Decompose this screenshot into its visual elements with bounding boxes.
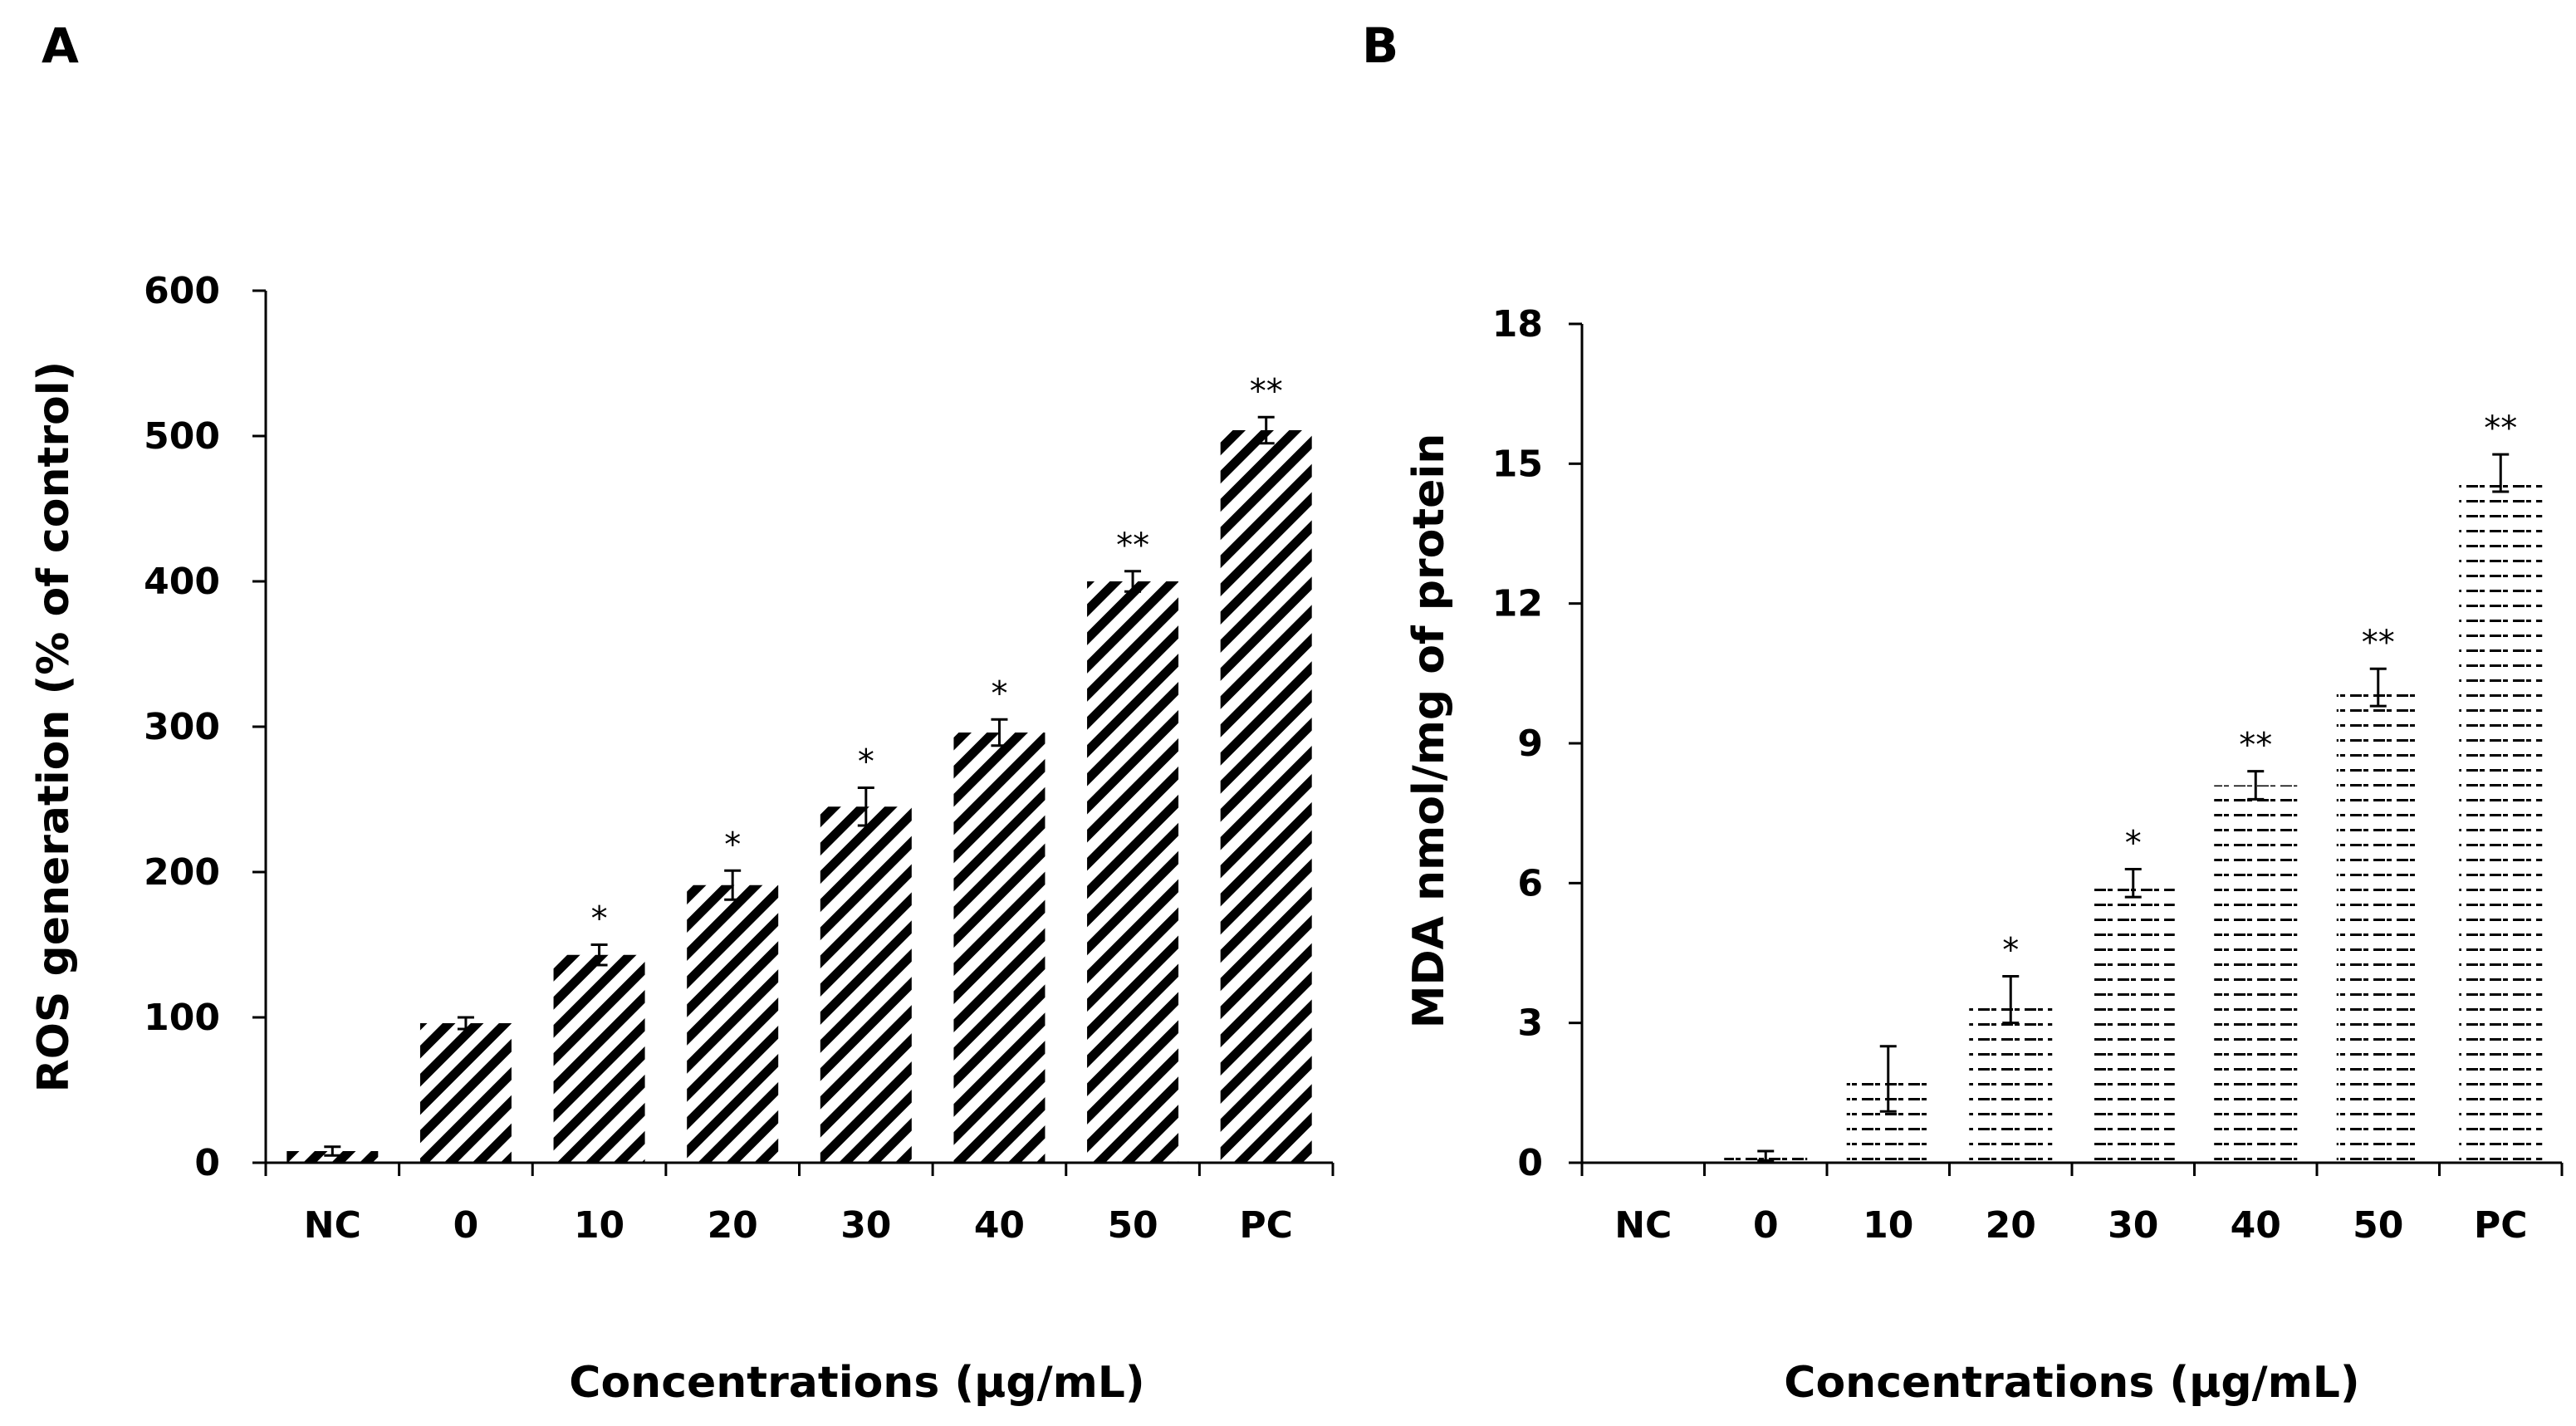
x-tick-label-b: 10 (1863, 1204, 1913, 1247)
panel-label-a: A (42, 17, 79, 74)
bar-a (286, 1151, 379, 1163)
y-tick-label-a: 400 (144, 561, 220, 603)
x-tick-label-a: 10 (574, 1204, 624, 1247)
bar-a (820, 806, 912, 1163)
x-tick-label-a: 30 (840, 1204, 891, 1247)
x-tick-label-a: NC (304, 1204, 361, 1247)
significance-label-b: ** (2484, 409, 2517, 448)
bar-a (1087, 581, 1179, 1163)
bar-a (687, 885, 779, 1163)
bar-a (553, 954, 645, 1163)
y-tick-label-a: 500 (144, 415, 220, 458)
x-tick-label-a: 50 (1107, 1204, 1158, 1247)
y-tick-label-a: 0 (194, 1142, 220, 1184)
x-tick-label-b: NC (1614, 1204, 1672, 1247)
y-axis-title-b: MDA nmol/mg of protein (1404, 434, 1454, 1029)
y-tick-label-b: 0 (1517, 1142, 1543, 1184)
x-axis-title-b: Concentrations (μg/mL) (1784, 1358, 2359, 1408)
y-tick-label-b: 15 (1492, 443, 1543, 485)
bar-a (419, 1023, 512, 1163)
bar-a (1220, 430, 1312, 1163)
significance-label-b: * (2125, 825, 2142, 863)
x-tick-label-b: PC (2474, 1204, 2528, 1247)
y-tick-label-b: 9 (1517, 723, 1543, 765)
significance-label-b: * (2002, 932, 2019, 970)
bar-b (2336, 687, 2420, 1163)
y-tick-label-a: 200 (144, 851, 220, 894)
significance-label-b: ** (2362, 624, 2395, 662)
x-tick-label-a: PC (1239, 1204, 1293, 1247)
bar-b (2459, 473, 2543, 1163)
y-tick-label-a: 600 (144, 270, 220, 312)
bar-a (953, 733, 1046, 1163)
x-tick-label-b: 20 (1986, 1204, 2036, 1247)
significance-label-a: ** (1116, 527, 1149, 565)
significance-label-a: ** (1250, 372, 1283, 410)
plot-b-marks: 0 3 6 9 12 15 18 NC 0 10 * 20 * 30 ** 40 ** 50 ** PC (1492, 303, 2564, 1247)
x-axis-title-a: Concentrations (μg/mL) (569, 1358, 1144, 1408)
bar-b (2214, 785, 2298, 1163)
bar-b (1969, 999, 2053, 1163)
significance-label-a: * (991, 674, 1007, 713)
x-tick-label-b: 50 (2353, 1204, 2403, 1247)
y-tick-label-a: 300 (144, 706, 220, 748)
chart-panel-a: A 0 100 200 300 400 500 600 NC 0 * 10 * 20 * 30 * 40 ** 50… (29, 17, 1335, 1408)
x-tick-label-b: 30 (2108, 1204, 2158, 1247)
plot-a-marks: 0 100 200 300 400 500 600 NC 0 * 10 * 20 * 30 * 40 ** 50 **… (144, 270, 1335, 1247)
significance-label-a: * (724, 826, 741, 864)
x-tick-label-b: 0 (1753, 1204, 1779, 1247)
chart-panel-b: B 0 3 6 9 12 15 18 NC 0 10 * 20 * 30 ** 40 ** 50 ** PC MDA … (1362, 17, 2564, 1408)
significance-label-b: ** (2239, 727, 2272, 765)
y-tick-label-b: 12 (1492, 583, 1543, 625)
y-tick-label-b: 18 (1492, 303, 1543, 345)
y-tick-label-b: 6 (1517, 862, 1543, 904)
significance-label-a: * (858, 743, 874, 782)
x-tick-label-a: 0 (453, 1204, 479, 1247)
x-tick-label-b: 40 (2231, 1204, 2281, 1247)
y-tick-label-b: 3 (1517, 1002, 1543, 1045)
significance-label-a: * (591, 900, 608, 938)
y-axis-title-a: ROS generation (% of control) (29, 361, 79, 1093)
x-tick-label-a: 40 (974, 1204, 1025, 1247)
y-tick-label-a: 100 (144, 997, 220, 1039)
bar-b (2091, 883, 2175, 1163)
x-tick-label-a: 20 (708, 1204, 758, 1247)
panel-label-b: B (1362, 17, 1398, 74)
